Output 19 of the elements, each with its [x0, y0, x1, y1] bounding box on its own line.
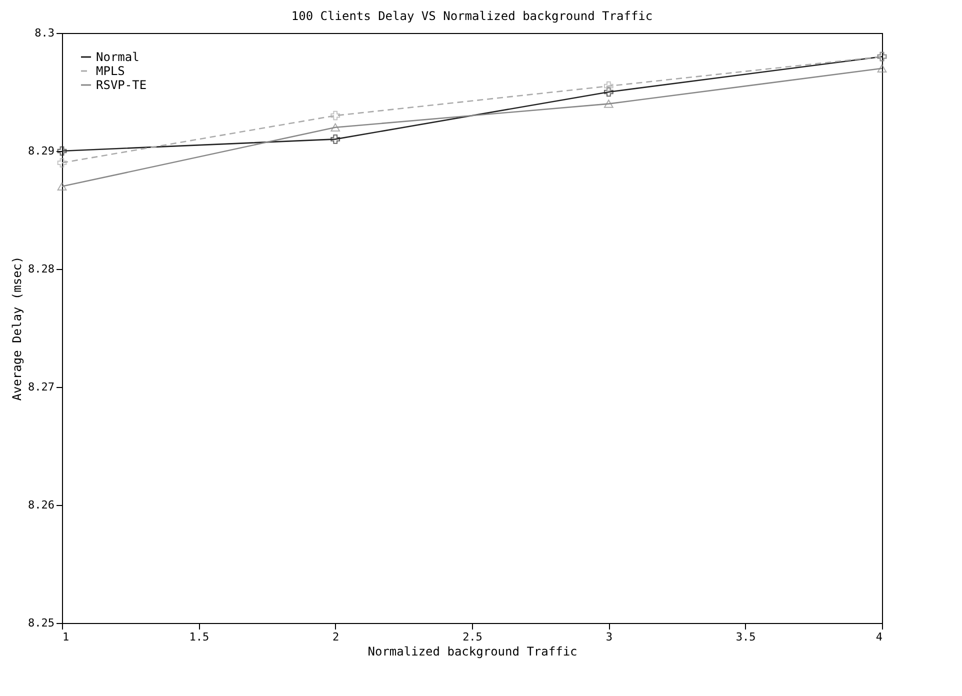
x-tick-label: 3.5 — [736, 630, 756, 644]
y-tick-label: 8.3 — [34, 26, 54, 40]
x-tick-label: 4 — [876, 630, 883, 644]
x-tick-label: 1.5 — [189, 630, 210, 644]
x-tick-label: 1 — [62, 630, 70, 644]
x-tick-label: 2 — [332, 630, 340, 644]
legend-label: Normal — [96, 50, 140, 64]
legend-label: MPLS — [96, 64, 125, 78]
y-tick-label: 8.27 — [28, 380, 54, 394]
x-tick-label: 3 — [606, 630, 612, 644]
legend-label: RSVP-TE — [96, 78, 147, 92]
y-tick-label: 8.26 — [28, 498, 54, 512]
y-axis-title: Average Delay (msec) — [10, 256, 24, 401]
x-tick-label: 2.5 — [462, 630, 482, 644]
chart-title: 100 Clients Delay VS Normalized background Traffic — [291, 9, 653, 23]
y-tick-label: 8.25 — [28, 616, 54, 630]
y-tick-label: 8.29 — [28, 144, 54, 158]
y-tick-label: 8.28 — [28, 262, 54, 276]
x-axis-title: Normalized background Traffic — [368, 644, 578, 658]
